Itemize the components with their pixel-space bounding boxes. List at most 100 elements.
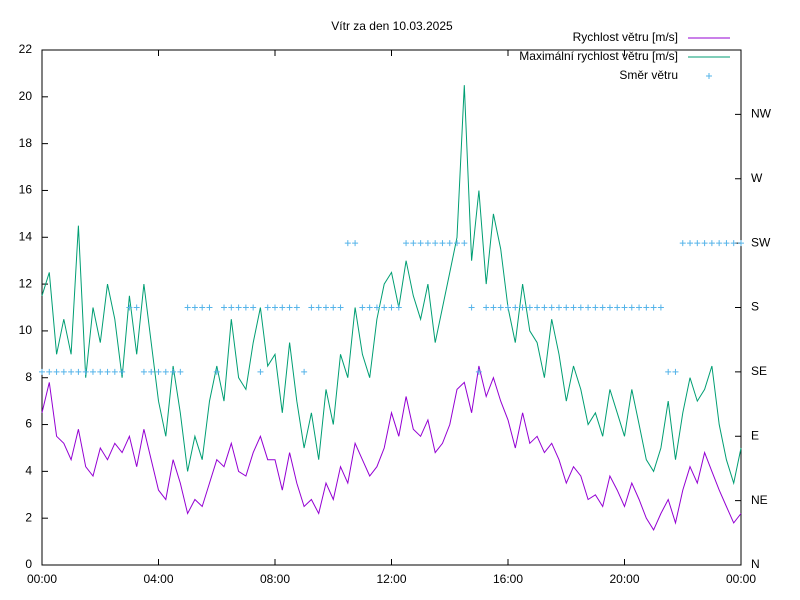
- x-tick-label: 00:00: [726, 572, 756, 586]
- direction-point: [279, 304, 286, 311]
- direction-point: [512, 304, 519, 311]
- direction-point: [293, 304, 300, 311]
- legend-label: Rychlost větru [m/s]: [573, 30, 678, 44]
- y-tick-label: 6: [25, 417, 32, 431]
- series-line: [41, 365, 742, 531]
- direction-point: [68, 368, 75, 375]
- y-tick-label: 16: [19, 183, 33, 197]
- direction-point: [206, 304, 213, 311]
- direction-point: [315, 304, 322, 311]
- direction-point: [337, 304, 344, 311]
- direction-point: [39, 368, 45, 375]
- direction-point: [155, 368, 162, 375]
- direction-point: [614, 304, 621, 311]
- direction-point: [548, 304, 555, 311]
- direction-point: [628, 304, 635, 311]
- direction-point: [177, 368, 184, 375]
- direction-point: [475, 368, 482, 375]
- direction-point: [140, 368, 147, 375]
- chart-title: Vítr za den 10.03.2025: [331, 19, 453, 33]
- y-tick-label: 12: [19, 276, 33, 290]
- direction-point: [606, 304, 613, 311]
- direction-point: [359, 304, 366, 311]
- direction-point: [170, 368, 177, 375]
- direction-point: [730, 240, 737, 247]
- y2-tick-label: NW: [751, 107, 772, 121]
- direction-point: [60, 368, 67, 375]
- direction-point: [126, 304, 133, 311]
- direction-point: [490, 304, 497, 311]
- direction-point: [388, 304, 395, 311]
- y-tick-label: 4: [25, 464, 32, 478]
- direction-point: [577, 304, 584, 311]
- direction-point: [301, 368, 308, 375]
- direction-point: [541, 304, 548, 311]
- x-tick-label: 04:00: [143, 572, 173, 586]
- direction-point: [53, 368, 60, 375]
- direction-point: [701, 240, 708, 247]
- direction-point: [344, 240, 351, 247]
- direction-point: [89, 368, 96, 375]
- direction-point: [563, 304, 570, 311]
- direction-point: [250, 304, 257, 311]
- direction-point: [199, 304, 206, 311]
- direction-point: [694, 240, 701, 247]
- y-tick-label: 10: [19, 323, 33, 337]
- direction-point: [592, 304, 599, 311]
- direction-point: [148, 368, 155, 375]
- direction-point: [643, 304, 650, 311]
- y2-tick-label: W: [751, 171, 763, 185]
- direction-point: [97, 368, 104, 375]
- y-tick-label: 20: [19, 89, 33, 103]
- direction-point: [286, 304, 293, 311]
- series-line: [41, 85, 742, 486]
- direction-point: [621, 304, 628, 311]
- direction-point: [585, 304, 592, 311]
- direction-point: [424, 240, 431, 247]
- direction-point: [461, 240, 468, 247]
- direction-point: [519, 304, 526, 311]
- direction-point: [679, 240, 686, 247]
- direction-point: [308, 304, 315, 311]
- direction-point: [650, 304, 657, 311]
- direction-point: [446, 240, 453, 247]
- direction-point: [221, 304, 228, 311]
- direction-point: [657, 304, 664, 311]
- direction-point: [322, 304, 329, 311]
- direction-point: [111, 368, 118, 375]
- direction-point: [497, 304, 504, 311]
- direction-point: [228, 304, 235, 311]
- direction-point: [366, 304, 373, 311]
- y-tick-label: 8: [25, 370, 32, 384]
- y2-tick-label: S: [751, 300, 759, 314]
- y-tick-label: 18: [19, 136, 33, 150]
- direction-point: [636, 304, 643, 311]
- direction-point: [555, 304, 562, 311]
- y2-tick-label: SE: [751, 364, 767, 378]
- y2-tick-label: NE: [751, 493, 768, 507]
- direction-point: [454, 240, 461, 247]
- x-tick-label: 20:00: [609, 572, 639, 586]
- direction-point: [373, 304, 380, 311]
- legend-label: Směr větru: [619, 68, 678, 82]
- y2-tick-label: E: [751, 428, 759, 442]
- y2-tick-label: SW: [751, 235, 771, 249]
- direction-point: [534, 304, 541, 311]
- direction-point: [257, 368, 264, 375]
- legend-label: Maximální rychlost větru [m/s]: [519, 49, 678, 63]
- direction-point: [505, 304, 511, 311]
- direction-point: [599, 304, 606, 311]
- direction-point: [104, 368, 111, 375]
- direction-point: [483, 304, 490, 311]
- direction-point: [381, 304, 388, 311]
- direction-point: [432, 240, 439, 247]
- direction-point: [119, 368, 126, 375]
- x-tick-label: 16:00: [493, 572, 523, 586]
- direction-point: [738, 240, 744, 247]
- direction-point: [672, 368, 679, 375]
- y-tick-label: 0: [25, 557, 32, 571]
- direction-point: [403, 240, 410, 247]
- direction-point: [410, 240, 417, 247]
